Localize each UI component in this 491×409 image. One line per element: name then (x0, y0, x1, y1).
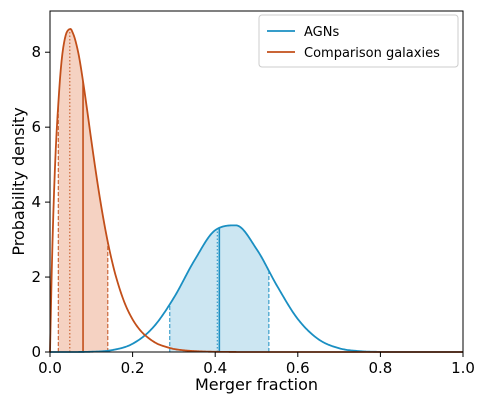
y-tick-label-0: 0 (31, 343, 41, 361)
credible-interval-fills (58, 28, 269, 353)
y-tick-label-1: 2 (31, 268, 41, 286)
y-axis-label: Probability density (9, 107, 28, 255)
legend-label-1: Comparison galaxies (304, 46, 440, 61)
x-tick-label-5: 1.0 (451, 359, 475, 377)
legend-label-0: AGNs (304, 25, 339, 40)
x-tick-label-3: 0.6 (286, 359, 310, 377)
plot-frame (49, 10, 464, 353)
y-tick-label-2: 4 (31, 193, 41, 211)
y-tick-label-3: 6 (31, 118, 41, 136)
x-axis-label: Merger fraction (195, 375, 318, 394)
y-tick-label-4: 8 (31, 43, 41, 61)
x-tick-label-1: 0.2 (121, 359, 145, 377)
legend: AGNs Comparison galaxies (258, 14, 459, 68)
legend-box (258, 14, 459, 68)
y-axis-ticks: 0 2 4 6 8 (31, 43, 50, 361)
x-tick-label-2: 0.4 (203, 359, 227, 377)
x-axis-ticks: 0.0 0.2 0.4 0.6 0.8 1.0 (38, 352, 475, 377)
interval-marker-lines (57, 29, 270, 352)
x-tick-label-4: 0.8 (368, 359, 392, 377)
x-tick-label-0: 0.0 (38, 359, 62, 377)
